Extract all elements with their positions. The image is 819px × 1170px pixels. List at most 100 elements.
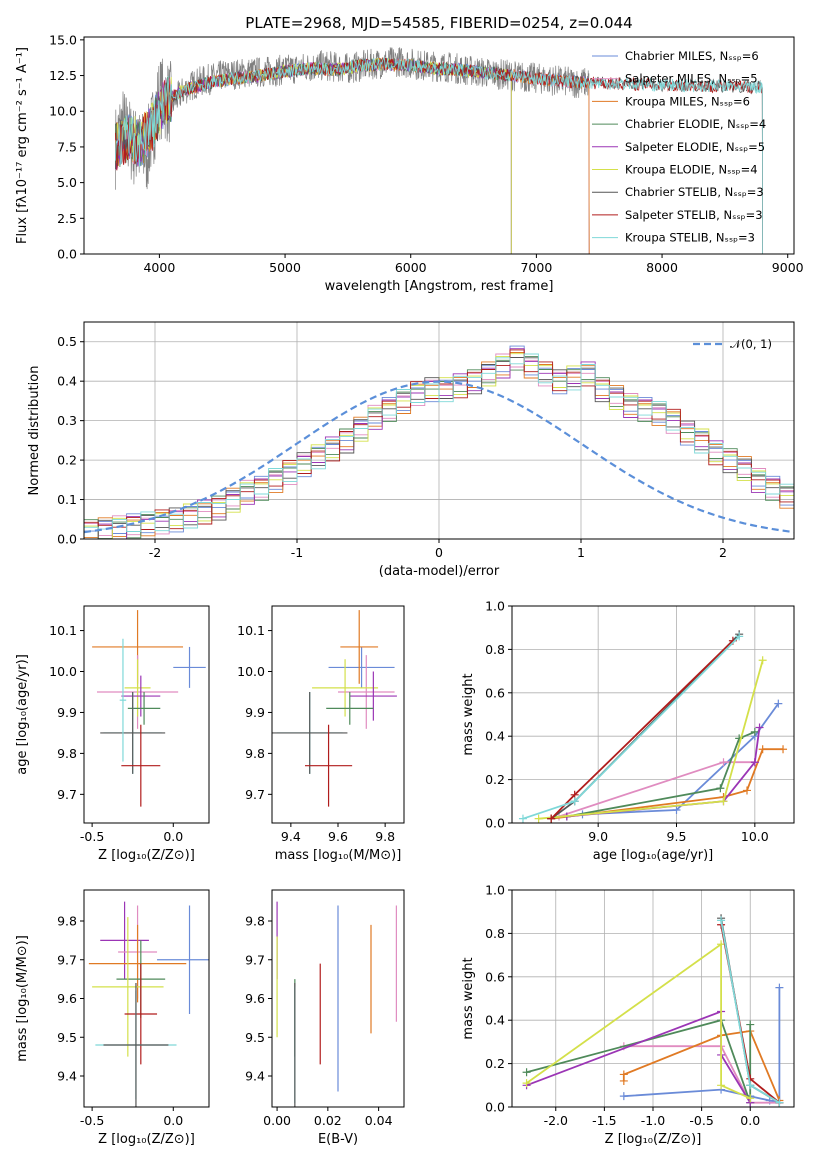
legend-entry: Salpeter MILES, Nₛₛₚ=5 [625,72,758,86]
plot-area-2 [92,610,206,807]
legend-entry: Salpeter ELODIE, Nₛₛₚ=5 [625,140,765,154]
y-tick-label: 9.5 [245,1030,265,1045]
mass-weight-marker [547,814,556,823]
y-tick-label: 9.6 [57,991,77,1006]
mass-weight-line-1 [623,1045,780,1104]
y-tick-label: 9.8 [245,914,265,929]
y-tick-label: 0.0 [57,247,77,262]
y-tick-label: 0.0 [57,532,77,547]
y-tick-label: 9.5 [57,1030,77,1045]
x-tick-label: -0.5 [689,1113,713,1128]
y-tick-label: 0.4 [485,729,505,744]
y-axis-label: mass weight [461,673,476,755]
x-axis-label: Z [log₁₀(Z/Z⊙)] [98,848,195,863]
y-tick-label: 10.0 [49,664,77,679]
axes-frame [83,321,795,540]
y-tick-label: 9.8 [57,746,77,761]
x-tick-label: 9000 [772,260,804,275]
y-tick-label: 0.6 [485,969,505,984]
y-tick-label: 0.0 [485,816,505,831]
y-tick-label: 10.0 [237,664,265,679]
legend-entry: Chabrier MILES, Nₛₛₚ=6 [625,49,759,63]
x-axis-label: E(B-V) [318,1132,358,1147]
y-axis-label: Flux [fλ10⁻¹⁷ erg cm⁻² s⁻¹ A⁻¹] [15,47,30,244]
mass-weight-marker [735,632,744,641]
y-tick-label: 12.5 [49,68,77,83]
mass-weight-marker [570,797,579,806]
mass-weight-marker [750,758,759,767]
x-tick-label: 7000 [520,260,552,275]
mass-weight-marker [716,784,725,793]
axes-frame [83,605,210,824]
x-axis-label: (data-model)/error [379,564,500,579]
panel-7 [508,889,795,1111]
mass-weight-marker [775,1098,784,1107]
y-tick-label: 9.8 [245,746,265,761]
y-tick-label: 9.4 [245,1069,265,1084]
x-tick-label: 9.4 [281,829,301,844]
panel-4 [508,605,795,827]
y-tick-label: 9.6 [245,991,265,1006]
x-tick-label: 0.0 [163,1113,183,1128]
y-axis-label: mass [log₁₀(M/M⊙)] [15,935,30,1062]
x-tick-label: 4000 [143,260,175,275]
x-axis-label: mass [log₁₀(M/M⊙)] [275,848,402,863]
x-tick-label: -1.0 [641,1113,665,1128]
y-tick-label: 9.7 [245,952,265,967]
model-spectrum-line-3 [115,58,512,254]
mass-weight-marker [746,1081,755,1090]
x-tick-label: 5000 [269,260,301,275]
x-tick-label: 0.00 [263,1113,291,1128]
model-spectrum-line-6 [115,57,763,254]
y-tick-label: 9.9 [57,705,77,720]
panel-6 [268,889,405,1111]
y-tick-label: 9.7 [57,787,77,802]
x-tick-label: 0 [435,545,443,560]
y-tick-label: 9.7 [57,952,77,967]
y-tick-label: 0.3 [57,413,77,428]
x-tick-label: -0.5 [80,1113,104,1128]
x-tick-label: 2 [719,545,727,560]
mass-weight-marker [746,1020,755,1029]
histogram-step-8 [84,353,794,532]
panel-2 [80,605,210,827]
x-axis-label: wavelength [Angstrom, rest frame] [325,279,554,294]
panel-0 [80,36,795,258]
mass-weight-marker [619,1070,628,1079]
y-tick-label: 0.2 [485,1056,505,1071]
plot-area-0 [115,47,763,254]
plot-area-5 [88,901,209,1107]
mass-weight-line-0 [623,987,781,1104]
normal-distribution-curve [84,380,794,534]
y-tick-label: 5.0 [57,175,77,190]
x-tick-label: 6000 [395,260,427,275]
x-tick-label: -2.0 [544,1113,568,1128]
plot-area-3 [272,610,397,807]
y-tick-label: 0.4 [485,1013,505,1028]
x-tick-label: 0.02 [314,1113,342,1128]
x-tick-label: -2 [149,545,161,560]
model-spectrum-line-8 [115,56,763,254]
legend-entry: Kroupa ELODIE, Nₛₛₚ=4 [625,163,758,177]
x-tick-label: 9.8 [375,829,395,844]
x-tick-label: 8000 [646,260,678,275]
y-tick-label: 9.4 [57,1069,77,1084]
y-tick-label: 0.2 [485,772,505,787]
mass-weight-line-4 [566,727,761,818]
model-spectrum-line-7 [115,56,763,254]
plot-area-6 [276,901,397,1107]
x-tick-label: 1 [577,545,585,560]
y-tick-label: 10.1 [49,623,77,638]
y-tick-label: 9.9 [245,705,265,720]
legend-entry: 𝒩(0, 1) [730,337,772,351]
panel-1 [80,321,795,543]
mass-weight-marker [758,656,767,665]
grid-4 [512,605,794,824]
x-tick-label: 9.6 [328,829,348,844]
mass-weight-marker [775,983,784,992]
legend-entry: Kroupa STELIB, Nₛₛₚ=3 [625,231,755,245]
x-tick-label: -1 [291,545,303,560]
y-tick-label: 9.7 [245,787,265,802]
y-tick-label: 10.0 [49,104,77,119]
